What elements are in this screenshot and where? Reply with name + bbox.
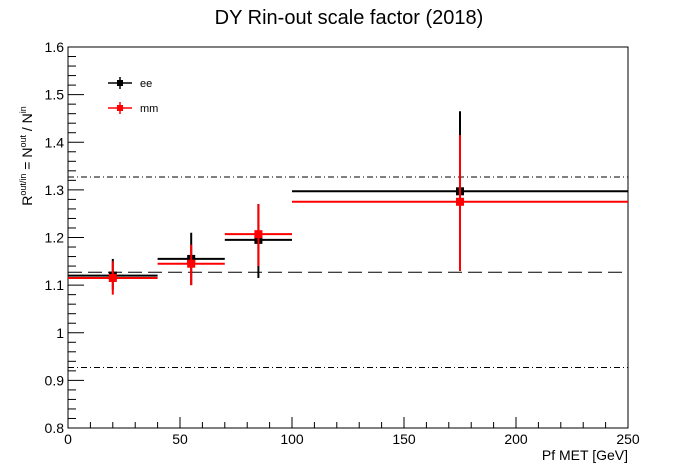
y-title-slash: / N <box>19 113 35 135</box>
x-tick-label-3: 150 <box>392 431 416 447</box>
y-tick-label-5: 1.3 <box>45 182 65 198</box>
x-tick-label-2: 100 <box>280 431 304 447</box>
y-title-sup1: out/in <box>18 174 28 196</box>
y-tick-label-3: 1.1 <box>45 277 65 293</box>
y-tick-label-8: 1.6 <box>45 39 65 55</box>
x-tick-label-0: 0 <box>64 431 72 447</box>
y-tick-label-4: 1.2 <box>45 230 65 246</box>
legend-entry-mm: mm <box>108 102 158 115</box>
y-tick-label-6: 1.4 <box>45 134 65 150</box>
y-axis: 0.8 0.9 1 1.1 1.2 1.3 1.4 1.5 1.6 <box>45 39 84 436</box>
y-tick-label-1: 0.9 <box>45 372 65 388</box>
y-tick-label-0: 0.8 <box>45 420 65 436</box>
reference-lines <box>68 176 628 369</box>
series-marks <box>68 111 628 295</box>
y-title-sup2: out <box>18 135 28 148</box>
y-title-base1: R <box>19 196 35 206</box>
chart-title: DY Rin-out scale factor (2018) <box>215 7 484 29</box>
legend-entry-ee: ee <box>108 77 152 90</box>
series-mm <box>68 135 628 295</box>
y-tick-label-2: 1 <box>56 325 64 341</box>
x-axis-title: Pf MET [GeV] <box>542 447 628 463</box>
y-title-eq: = N <box>19 148 35 174</box>
marker-mm-2 <box>254 230 263 239</box>
y-title-sup3: in <box>18 106 28 113</box>
x-tick-label-1: 50 <box>172 431 188 447</box>
marker-mm-1 <box>187 259 196 268</box>
marker-mm-3 <box>456 197 464 206</box>
legend: ee mm <box>108 77 158 115</box>
y-tick-label-7: 1.5 <box>45 87 65 103</box>
x-tick-label-5: 250 <box>616 431 640 447</box>
x-axis: 0 50 100 150 200 250 <box>64 417 640 447</box>
legend-label-ee: ee <box>140 78 152 90</box>
legend-marker-mm <box>117 105 123 111</box>
legend-marker-ee <box>117 80 123 86</box>
series-ee <box>68 111 628 290</box>
marker-mm-0 <box>108 273 117 282</box>
x-tick-label-4: 200 <box>504 431 528 447</box>
legend-label-mm: mm <box>140 103 158 115</box>
y-axis-title: Rout/in = Nout / Nin <box>18 106 35 206</box>
